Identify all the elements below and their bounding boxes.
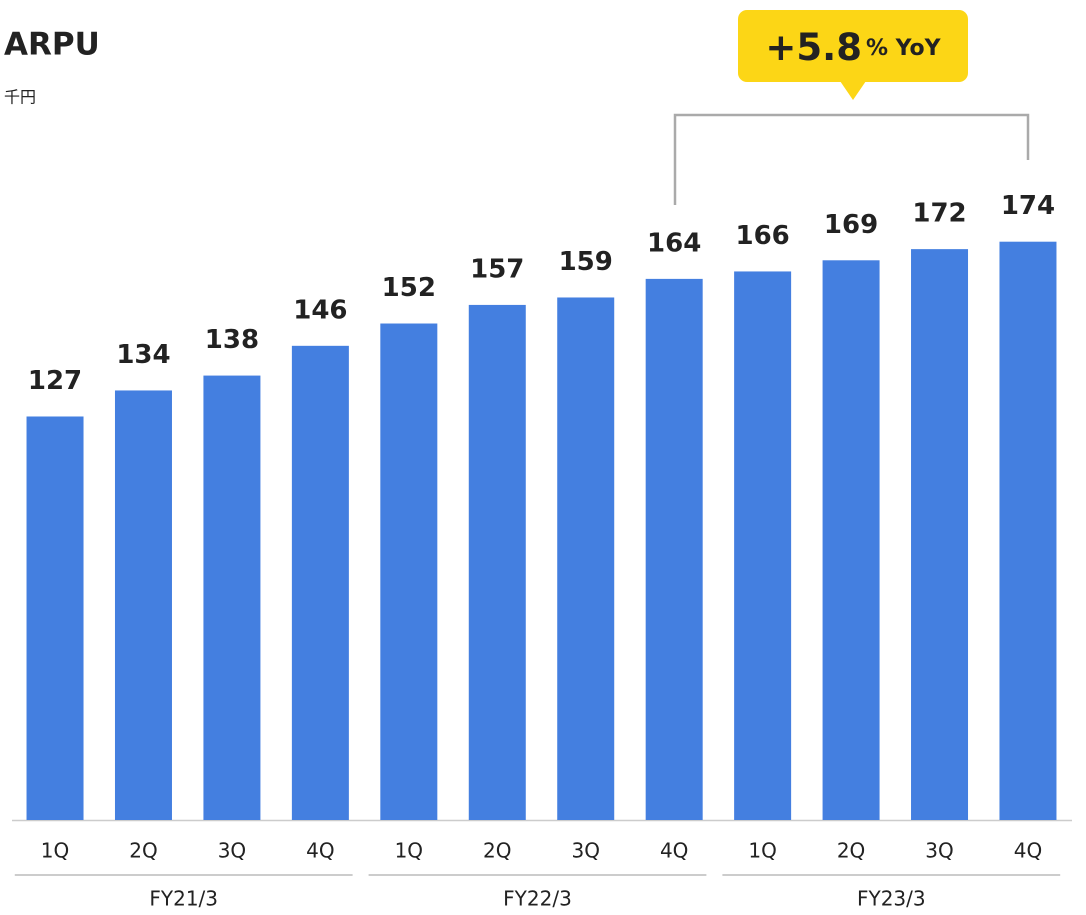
- group-label: FY21/3: [149, 887, 218, 911]
- x-tick-label: 3Q: [571, 839, 599, 863]
- bar: [468, 304, 526, 820]
- value-label: 174: [1001, 191, 1055, 221]
- group-label: FY22/3: [503, 887, 572, 911]
- bar: [380, 323, 438, 820]
- bar: [911, 249, 969, 821]
- x-tick-label: 4Q: [306, 839, 334, 863]
- value-label: 169: [824, 210, 878, 240]
- chart-title: ARPU: [4, 27, 100, 63]
- x-tick-label: 4Q: [660, 839, 688, 863]
- x-tick-label: 1Q: [41, 839, 69, 863]
- bar: [203, 375, 261, 820]
- yoy-text: +5.8% YoY: [765, 26, 941, 69]
- value-label: 164: [647, 228, 701, 258]
- yoy-suffix: % YoY: [866, 36, 942, 61]
- x-tick-label: 3Q: [218, 839, 246, 863]
- value-label: 134: [116, 340, 170, 370]
- yoy-value: +5.8: [765, 26, 862, 69]
- bar: [822, 260, 880, 820]
- x-tick-label: 3Q: [925, 839, 953, 863]
- x-tick-label: 2Q: [837, 839, 865, 863]
- bar: [645, 278, 703, 821]
- bar: [734, 271, 792, 820]
- value-label: 152: [382, 273, 436, 303]
- x-tick-label: 2Q: [483, 839, 511, 863]
- value-label: 172: [912, 199, 966, 229]
- value-label: 127: [28, 366, 82, 396]
- value-label: 159: [559, 247, 613, 277]
- yoy-bracket: [673, 113, 1030, 205]
- callout-pointer: [840, 81, 866, 100]
- bar: [26, 416, 84, 820]
- x-tick-label: 1Q: [748, 839, 776, 863]
- bar: [114, 390, 172, 820]
- x-tick-label: 4Q: [1014, 839, 1042, 863]
- group-label: FY23/3: [857, 887, 926, 911]
- value-label: 138: [205, 325, 259, 355]
- value-label: 166: [735, 221, 789, 251]
- bar: [999, 241, 1057, 820]
- unit-label: 千円: [4, 88, 36, 107]
- x-tick-label: 1Q: [395, 839, 423, 863]
- bar: [557, 297, 615, 820]
- value-label: 146: [293, 295, 347, 325]
- bar: [291, 345, 349, 820]
- yoy-callout: [738, 10, 968, 82]
- value-label: 157: [470, 254, 524, 284]
- x-tick-label: 2Q: [129, 839, 157, 863]
